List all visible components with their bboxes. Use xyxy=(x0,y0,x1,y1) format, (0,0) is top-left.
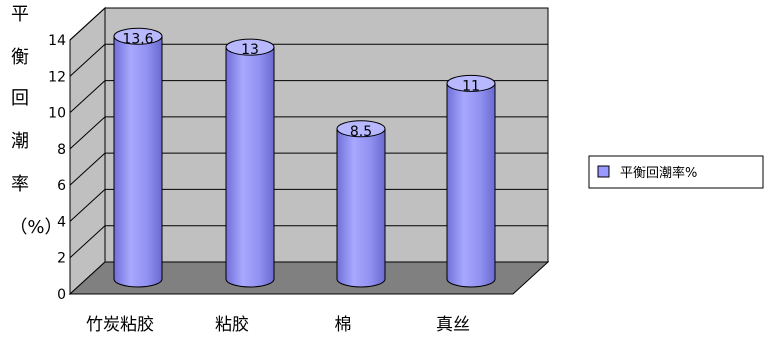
gridline-side xyxy=(69,189,106,222)
gridline-side xyxy=(69,116,106,150)
category-label: 竹炭粘胶 xyxy=(86,315,154,335)
y-axis-label-char: 率 xyxy=(11,174,29,195)
data-label: 8.5 xyxy=(350,124,372,140)
y-axis-label-char: （%） xyxy=(9,217,62,238)
legend: 平衡回潮率% xyxy=(588,155,764,189)
y-tick-label: 6 xyxy=(57,178,66,194)
category-label: 粘胶 xyxy=(215,315,249,335)
data-label: 13 xyxy=(241,42,259,58)
y-tick-label: 0 xyxy=(57,287,66,303)
y-tick-labels: 0 2 4 6 8 10 12 14 xyxy=(48,33,66,303)
bar-top xyxy=(336,120,386,138)
data-label: 13.6 xyxy=(122,31,153,47)
bar-body xyxy=(336,128,386,288)
bars: 13.6 13 8.5 11 xyxy=(113,27,496,288)
y-tick-label: 4 xyxy=(57,214,66,230)
category-label: 真丝 xyxy=(436,315,470,335)
gridline-side xyxy=(69,80,106,113)
gridline-side xyxy=(69,225,106,259)
y-axis-label-char: 回 xyxy=(11,88,29,109)
bar-body xyxy=(113,35,163,288)
legend-box xyxy=(588,155,764,189)
bar-body xyxy=(225,46,275,288)
y-tick-label: 12 xyxy=(48,69,66,85)
side-wall xyxy=(69,6,106,296)
y-axis-label-char: 潮 xyxy=(11,131,29,152)
bar-cylinder: 8.5 xyxy=(336,120,386,288)
x-tick-labels: 竹炭粘胶 粘胶 棉 真丝 xyxy=(86,315,470,335)
bar-top xyxy=(446,74,496,92)
y-tick-label: 2 xyxy=(57,251,66,267)
y-tick-label: 14 xyxy=(48,33,66,49)
y-axis-label-char: 衡 xyxy=(11,47,29,68)
y-axis-label-char: 平 xyxy=(11,4,29,25)
bar-top xyxy=(225,38,275,56)
category-label: 棉 xyxy=(335,315,352,335)
bar-cylinder: 11 xyxy=(446,74,496,288)
gridline-side xyxy=(69,7,106,41)
y-tick-label: 10 xyxy=(48,106,66,122)
gridline-side xyxy=(69,43,106,77)
bar-cylinder: 13.6 xyxy=(113,27,163,288)
bar-cylinder: 13 xyxy=(225,38,275,288)
bar-body xyxy=(446,82,496,288)
floor xyxy=(68,261,550,295)
legend-label: 平衡回潮率% xyxy=(620,165,697,181)
legend-swatch xyxy=(597,165,610,178)
y-axis-label: 平衡回潮率 （%） xyxy=(9,4,62,238)
bar-top xyxy=(113,27,163,45)
data-label: 11 xyxy=(462,78,480,94)
gridline-side xyxy=(69,152,106,186)
y-tick-label: 8 xyxy=(57,142,66,158)
